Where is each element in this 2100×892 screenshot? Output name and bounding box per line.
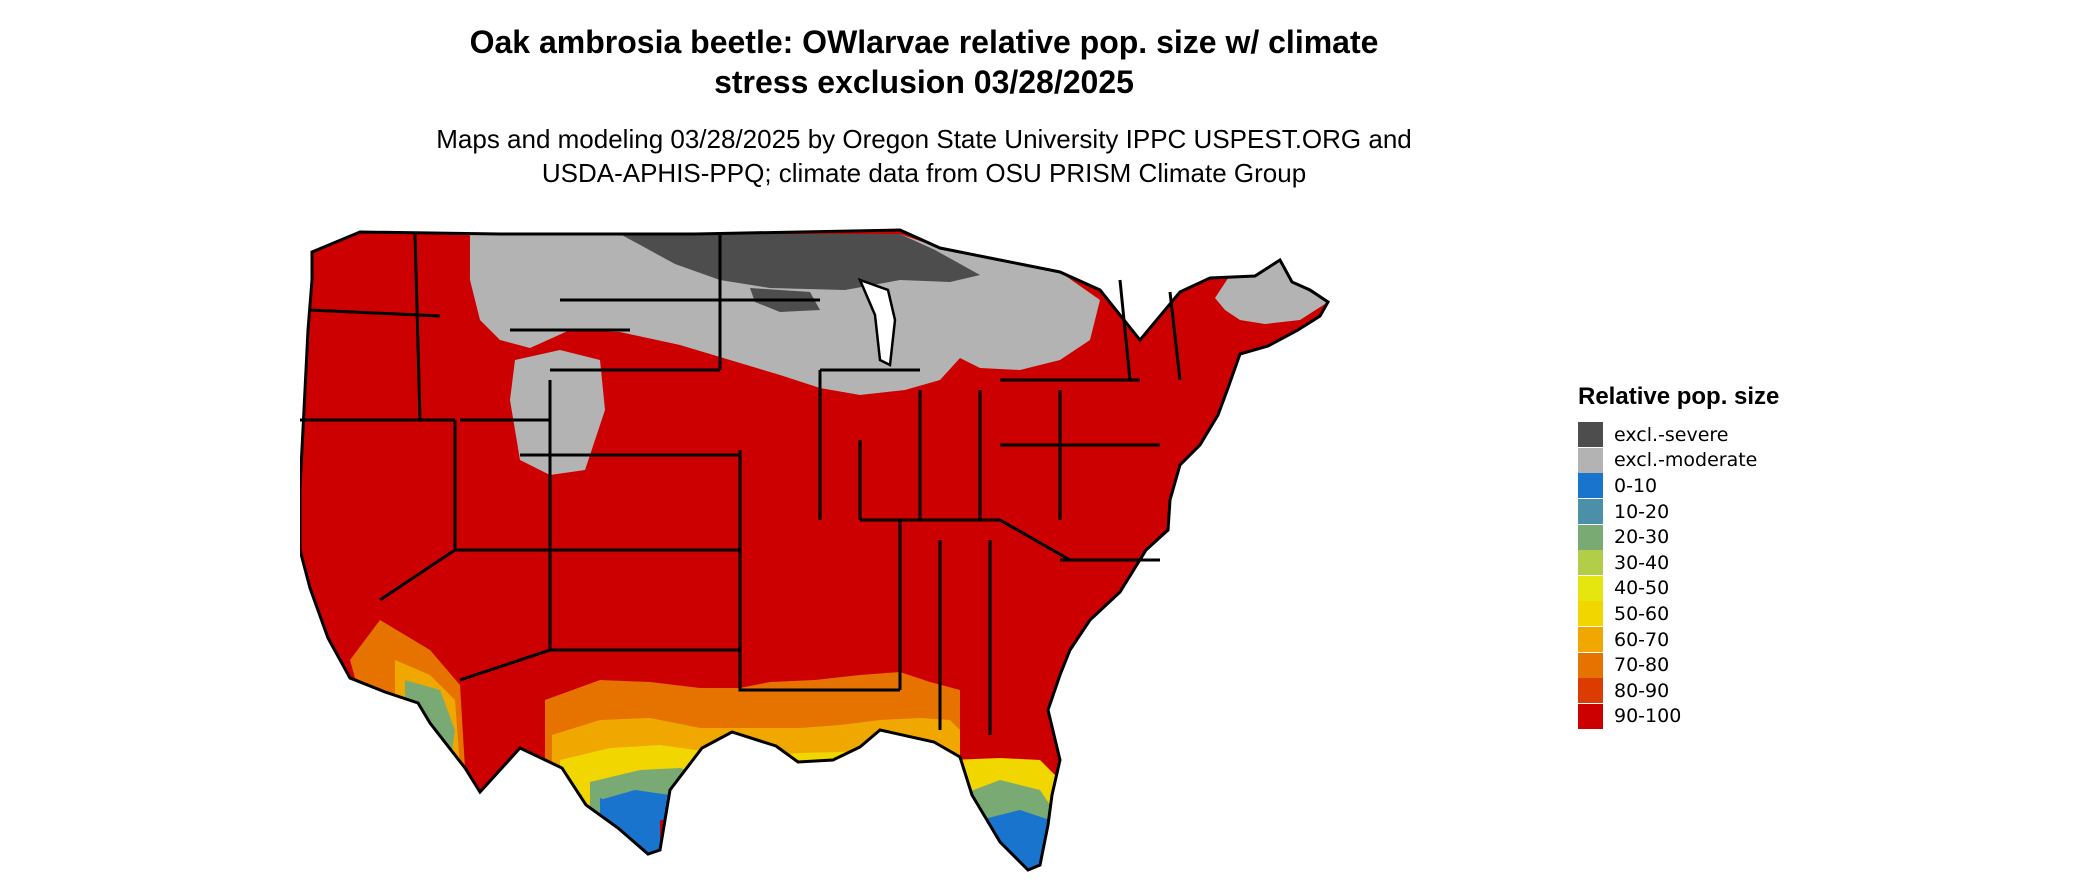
legend-item: 90-100 — [1578, 703, 1858, 730]
legend-label: 80-90 — [1614, 679, 1670, 702]
legend-label: excl.-moderate — [1614, 449, 1758, 472]
legend-swatch — [1578, 575, 1603, 601]
legend-label: 70-80 — [1614, 654, 1670, 677]
us-population-map — [300, 228, 1330, 872]
legend-swatch — [1578, 524, 1603, 550]
border-idaho-west — [413, 233, 422, 421]
legend-label: 50-60 — [1614, 602, 1670, 625]
legend-swatch — [1578, 550, 1603, 576]
legend-item: 20-30 — [1578, 524, 1858, 550]
map-title-line-1: Oak ambrosia beetle: OWlarvae relative p… — [469, 24, 1379, 60]
legend-item: 0-10 — [1578, 473, 1858, 499]
legend-label: 90-100 — [1614, 705, 1682, 728]
map-subtitle-line-2: USDA-APHIS-PPQ; climate data from OSU PR… — [541, 158, 1307, 188]
legend-swatch — [1578, 499, 1603, 525]
legend-label: 40-50 — [1614, 577, 1670, 600]
legend-item: 40-50 — [1578, 575, 1858, 602]
legend-swatch — [1578, 703, 1603, 729]
legend-swatch — [1578, 627, 1603, 653]
legend-swatch — [1578, 422, 1603, 448]
legend-item: 80-90 — [1578, 678, 1858, 704]
legend-items: excl.-severe excl.-moderate 0-10 10-20 20-30… — [1578, 422, 1858, 729]
map-subtitle-line-1: Maps and modeling 03/28/2025 by Oregon S… — [436, 124, 1412, 154]
border-new-york-east — [1118, 279, 1132, 381]
legend-item: excl.-severe — [1578, 422, 1858, 448]
legend-swatch — [1578, 601, 1603, 627]
legend-item: excl.-moderate — [1578, 447, 1858, 474]
legend: Relative pop. size excl.-severe excl.-mod… — [1578, 382, 1858, 729]
legend-title: Relative pop. size — [1578, 383, 1780, 410]
legend-label: 20-30 — [1614, 526, 1670, 549]
legend-swatch — [1578, 473, 1603, 499]
map-title: Oak ambrosia beetle: OWlarvae relative p… — [0, 22, 1848, 102]
legend-swatch — [1578, 652, 1603, 678]
legend-item: 30-40 — [1578, 550, 1858, 576]
legend-item: 60-70 — [1578, 627, 1858, 653]
map-subtitle: Maps and modeling 03/28/2025 by Oregon S… — [0, 122, 1848, 190]
legend-item: 70-80 — [1578, 652, 1858, 678]
legend-label: 0-10 — [1614, 474, 1658, 497]
map-fill-layer — [300, 230, 1328, 870]
legend-label: 60-70 — [1614, 628, 1670, 651]
map-title-line-2: stress exclusion 03/28/2025 — [714, 64, 1134, 100]
lake-michigan — [857, 277, 897, 367]
moderate-exclusion-region-colorado — [510, 350, 605, 475]
us-outline — [300, 228, 1330, 872]
legend-label: 10-20 — [1614, 500, 1670, 523]
legend-swatch — [1578, 678, 1603, 704]
band-0-10-florida — [980, 810, 1060, 870]
legend-label: 30-40 — [1614, 551, 1670, 574]
border-new-england — [1168, 291, 1182, 381]
legend-item: 10-20 — [1578, 499, 1858, 525]
legend-swatch — [1578, 447, 1603, 473]
severe-exclusion-region-north — [620, 234, 980, 290]
legend-item: 50-60 — [1578, 601, 1858, 627]
legend-label: excl.-severe — [1614, 423, 1729, 446]
border-arizona — [455, 548, 552, 682]
state-borders — [300, 228, 1330, 872]
border-tennessee — [860, 518, 1071, 562]
border-texas-north — [550, 648, 900, 692]
